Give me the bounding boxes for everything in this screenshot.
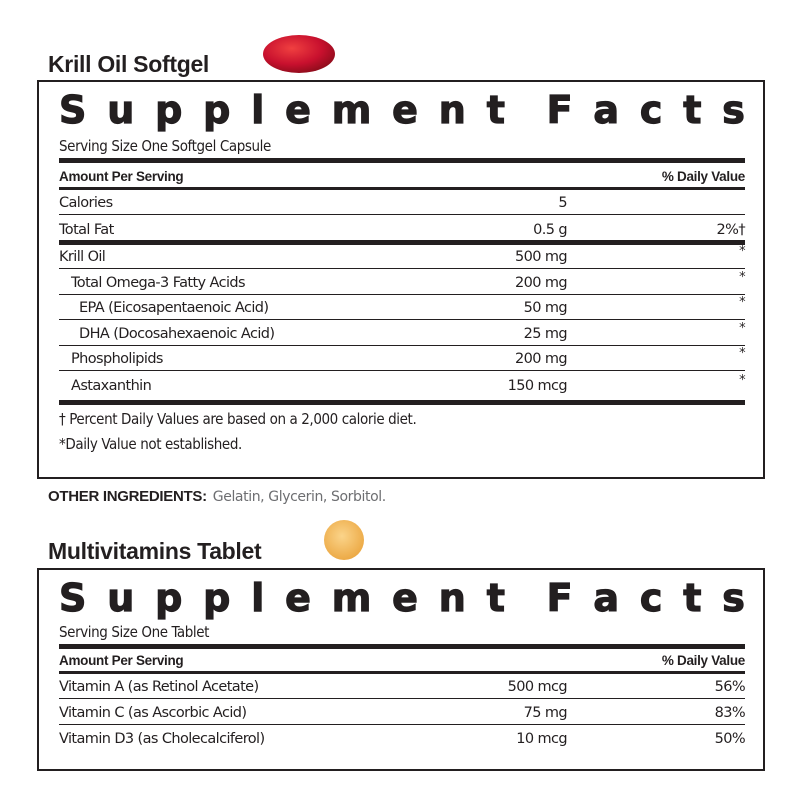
title-letter: u [107, 88, 135, 132]
title-letter: s [722, 576, 746, 620]
tablet-image [324, 520, 364, 560]
title-letter: m [331, 88, 372, 132]
daily-value: * [739, 244, 745, 259]
nutrient-amount: 500 mg [514, 249, 568, 265]
title-letter: p [203, 576, 231, 620]
nutrient-name: Calories [59, 195, 113, 211]
nutrient-name: Krill Oil [59, 249, 106, 265]
title-letter: e [392, 88, 419, 132]
serving-size: Serving Size One Tablet [59, 623, 210, 641]
title-letter: p [203, 88, 231, 132]
title-letter: t [486, 576, 505, 620]
table-row: Vitamin C (as Ascorbic Acid) 75 mg 83% [59, 700, 746, 725]
nutrient-amount: 50 mg [523, 300, 568, 316]
daily-value: * [739, 346, 745, 361]
daily-value-header: % Daily Value [661, 653, 745, 668]
table-row: Phospholipids 200 mg * [59, 346, 746, 371]
daily-value: * [739, 295, 745, 310]
nutrient-amount: 200 mg [514, 274, 568, 291]
title-letter: a [593, 576, 620, 620]
divider [59, 400, 745, 405]
nutrient-amount: 10 mcg [516, 731, 567, 747]
divider [59, 240, 745, 245]
title-letter: l [251, 576, 265, 620]
other-ingredients-label: OTHER INGREDIENTS: [48, 488, 207, 505]
title-letter: s [722, 88, 746, 132]
other-ingredients-value: Gelatin, Glycerin, Sorbitol. [212, 489, 386, 505]
table-row: DHA (Docosahexaenoic Acid) 25 mg * [59, 320, 746, 346]
daily-value-header: % Daily Value [661, 169, 745, 184]
product-title: Multivitamins Tablet [48, 538, 262, 564]
table-row: EPA (Eicosapentaenoic Acid) 50 mg * [59, 295, 746, 320]
title-letter: u [107, 576, 135, 620]
table-row: Vitamin A (as Retinol Acetate) 500 mcg 56% [59, 674, 746, 699]
title-letter: t [683, 88, 702, 132]
nutrient-amount: 0.5 g [533, 221, 567, 238]
nutrient-name: Astaxanthin [71, 377, 152, 394]
title-letter: e [284, 576, 311, 620]
footnote: *Daily Value not established. [59, 435, 242, 453]
title-letter: t [683, 576, 702, 620]
table-row: Astaxanthin 150 mcg * [59, 372, 746, 397]
nutrient-name: Phospholipids [71, 351, 163, 367]
nutrient-name: Vitamin D3 (as Cholecalciferol) [59, 731, 265, 747]
table-row: Calories 5 [59, 190, 745, 215]
other-ingredients: OTHER INGREDIENTS: Gelatin, Glycerin, Sor… [48, 488, 386, 505]
daily-value: 83% [714, 704, 746, 721]
amount-header: Amount Per Serving [59, 169, 184, 184]
divider [59, 671, 745, 674]
title-letter: p [155, 88, 183, 132]
nutrient-amount: 500 mcg [507, 679, 568, 695]
title-letter: e [284, 88, 311, 132]
nutrient-amount: 5 [558, 195, 567, 211]
table-row: Total Omega-3 Fatty Acids 200 mg * [59, 269, 746, 295]
nutrient-name: DHA (Docosahexaenoic Acid) [79, 325, 275, 342]
title-letter: F [546, 576, 573, 620]
title-letter: c [639, 576, 663, 620]
title-letter: n [438, 576, 466, 620]
nutrient-name: Total Fat [59, 221, 114, 238]
divider [59, 158, 745, 163]
daily-value: * [739, 320, 745, 336]
nutrient-amount: 200 mg [514, 351, 568, 367]
serving-size: Serving Size One Softgel Capsule [59, 137, 271, 155]
nutrient-name: EPA (Eicosapentaenoic Acid) [79, 300, 269, 316]
title-letter: l [251, 88, 265, 132]
table-row: Total Fat 0.5 g 2%† [59, 216, 746, 241]
table-row: Vitamin D3 (as Cholecalciferol) 10 mcg 50% [59, 725, 746, 750]
daily-value: 2%† [716, 221, 746, 238]
divider [59, 644, 745, 649]
softgel-image [263, 35, 335, 73]
title-letter: c [639, 88, 663, 132]
nutrient-amount: 150 mcg [507, 377, 568, 394]
daily-value: * [739, 372, 745, 388]
nutrient-amount: 75 mg [523, 704, 568, 721]
daily-value: 50% [714, 731, 746, 747]
title-letter: S [58, 88, 87, 132]
nutrient-name: Total Omega-3 Fatty Acids [71, 274, 246, 291]
table-row: Krill Oil 500 mg * [59, 244, 746, 269]
title-letter: p [155, 576, 183, 620]
footnote: † Percent Daily Values are based on a 2,… [59, 410, 417, 428]
title-letter: t [486, 88, 505, 132]
divider [59, 187, 745, 190]
daily-value: 56% [714, 679, 746, 695]
title-letter: a [593, 88, 620, 132]
title-letter: S [58, 576, 87, 620]
daily-value: * [739, 269, 745, 285]
title-letter: F [546, 88, 573, 132]
product-title: Krill Oil Softgel [48, 51, 210, 77]
amount-header: Amount Per Serving [59, 653, 184, 668]
title-letter: m [331, 576, 372, 620]
nutrient-amount: 25 mg [523, 325, 568, 342]
nutrient-name: Vitamin A (as Retinol Acetate) [59, 679, 259, 695]
title-letter: n [438, 88, 466, 132]
nutrient-name: Vitamin C (as Ascorbic Acid) [59, 704, 247, 721]
title-letter: e [392, 576, 419, 620]
